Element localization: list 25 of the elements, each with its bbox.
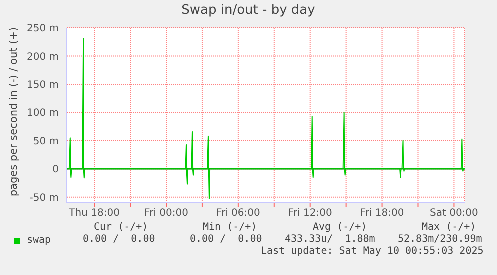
- text: 0.00 / 0.00: [83, 234, 156, 245]
- text: 52.83m/230.99m: [398, 234, 482, 245]
- x-tick-label: Fri 00:00: [144, 208, 188, 220]
- text: Last update: Sat May 10 00:55:03 2025: [261, 246, 484, 257]
- y-tick-label: 200 m: [26, 52, 59, 63]
- y-tick-label: 0: [52, 164, 59, 176]
- text: Avg (-/+): [313, 222, 368, 233]
- y-tick-label: -50 m: [30, 192, 59, 204]
- y-tick-label: 50 m: [33, 136, 59, 148]
- y-tick-label: 150 m: [26, 80, 59, 91]
- chart-title: Swap in/out - by day: [180, 3, 316, 18]
- x-tick-label: Thu 18:00: [68, 208, 120, 220]
- y-axis-title: pages per second in (-) / out (+): [8, 27, 20, 197]
- text: Max (-/+): [422, 222, 476, 233]
- x-tick-label: Fri 18:00: [360, 208, 404, 220]
- x-tick-label: Fri 12:00: [288, 208, 332, 220]
- x-tick-label: Sat 00:00: [430, 208, 478, 220]
- x-tick-label: Fri 06:00: [216, 208, 260, 220]
- text: 433.33u/ 1.88m: [285, 234, 376, 245]
- legend-label: swap: [27, 235, 52, 246]
- y-tick-label: 100 m: [26, 108, 59, 120]
- y-tick-label: 250 m: [26, 24, 59, 35]
- text: 0.00 / 0.00: [190, 234, 262, 245]
- text: Cur (-/+): [94, 222, 148, 233]
- text: Min (-/+): [203, 222, 258, 233]
